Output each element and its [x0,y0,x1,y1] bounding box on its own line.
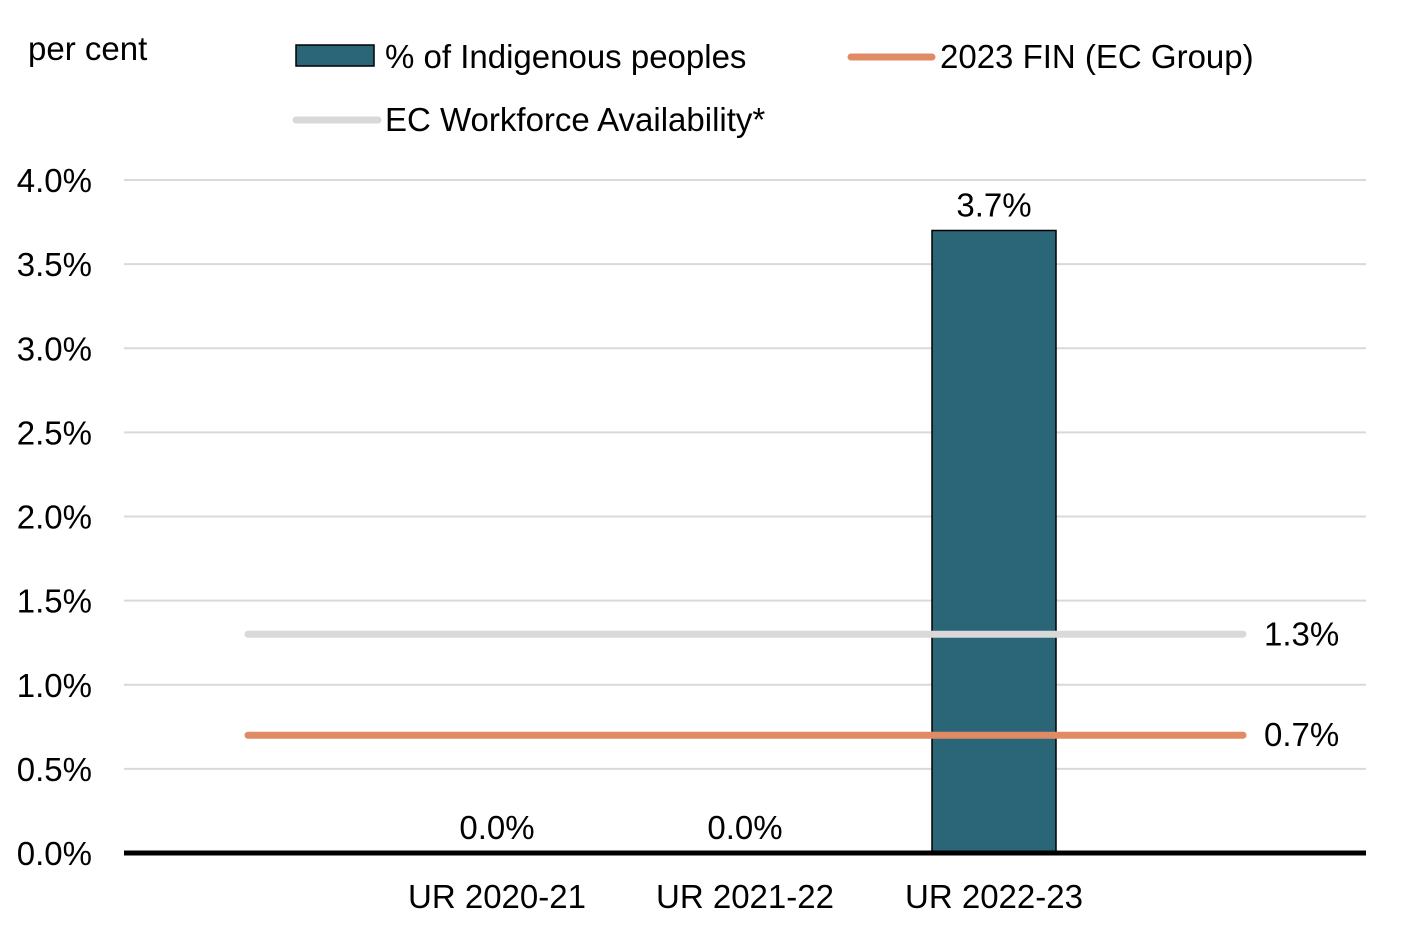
bar [931,229,1057,854]
legend-label-availability: EC Workforce Availability* [385,101,765,138]
y-tick-label: 0.0% [17,835,92,872]
bar-data-label: 0.0% [707,809,782,846]
reference-lines: 1.3% 0.7% [244,615,1339,753]
y-tick-label: 2.0% [17,499,92,536]
x-tick-label: UR 2021-22 [656,878,834,915]
legend-label-bar: % of Indigenous peoples [385,38,746,75]
y-tick-label: 0.5% [17,751,92,788]
y-tick-label: 3.5% [17,246,92,283]
gridlines [124,179,1366,770]
reference-line-label: 0.7% [1264,716,1339,753]
y-tick-label: 1.0% [17,667,92,704]
bars: 0.0% 0.0% 3.7% [459,186,1057,854]
legend: % of Indigenous peoples 2023 FIN (EC Gro… [292,38,1254,138]
unit-label: per cent [28,30,147,67]
y-tick-label: 1.5% [17,583,92,620]
reference-line-label: 1.3% [1264,615,1339,652]
legend-label-fin: 2023 FIN (EC Group) [940,38,1254,75]
x-axis: UR 2020-21 UR 2021-22 UR 2022-23 [124,850,1366,915]
bar-data-label: 3.7% [956,186,1031,223]
x-tick-label: UR 2020-21 [408,878,586,915]
x-tick-label: UR 2022-23 [905,878,1083,915]
bar-data-label: 0.0% [459,809,534,846]
y-tick-label: 2.5% [17,414,92,451]
y-axis: 0.0% 0.5% 1.0% 1.5% 2.0% 2.5% 3.0% 3.5% 4.0% [17,162,92,872]
legend-swatch-bar [295,44,375,67]
y-tick-label: 3.0% [17,330,92,367]
y-tick-label: 4.0% [17,162,92,199]
